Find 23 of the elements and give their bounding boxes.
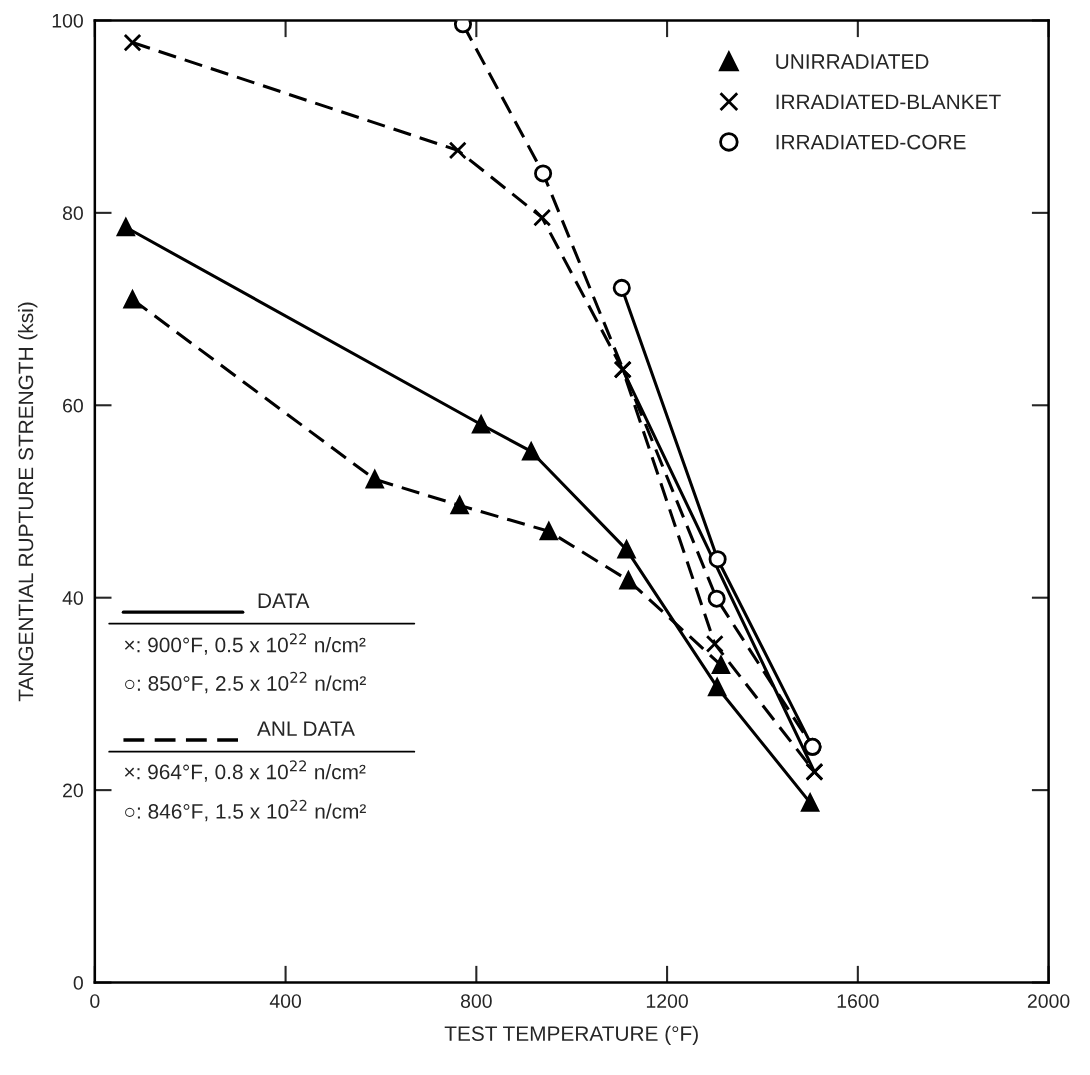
y-tick-label: 80	[62, 206, 83, 221]
annotation: ANL DATA	[257, 721, 355, 736]
y-axis-title: TANGENTIAL RUPTURE STRENGTH (ksi)	[17, 302, 38, 702]
y-tick-label: 100	[52, 13, 83, 28]
x-tick-label: 2000	[1027, 994, 1070, 1008]
x-tick-label: 0	[90, 994, 100, 1008]
y-tick-label: 20	[63, 783, 83, 798]
annotation: ○: 850°F, 2.5 x 10$^{22}$ n/cm²	[125, 671, 366, 694]
x-tick-label: 1600	[837, 994, 879, 1008]
y-tick-label: 60	[63, 398, 83, 413]
annotation: ○: 846°F, 1.5 x 10$^{22}$ n/cm²	[125, 799, 366, 822]
x-tick-label: 1200	[646, 994, 688, 1008]
x-axis-title: TEST TEMPERATURE (°F)	[444, 1025, 698, 1046]
annotation: DATA	[258, 593, 310, 608]
y-tick-label: 0	[73, 976, 83, 990]
x-tick-label: 400	[269, 994, 302, 1008]
x-tick-label: 800	[460, 994, 492, 1008]
annotation: ×: 964°F, 0.8 x 10$^{22}$ n/cm²	[124, 760, 366, 782]
legend-label: IRRADIATED-BLANKET	[776, 94, 1001, 109]
y-tick-label: 40	[62, 591, 83, 605]
annotation: ×: 900°F, 0.5 x 10$^{22}$ n/cm²	[124, 633, 366, 655]
legend-label: UNIRRADIATED	[776, 54, 929, 69]
legend-label: IRRADIATED-CORE	[776, 134, 966, 150]
